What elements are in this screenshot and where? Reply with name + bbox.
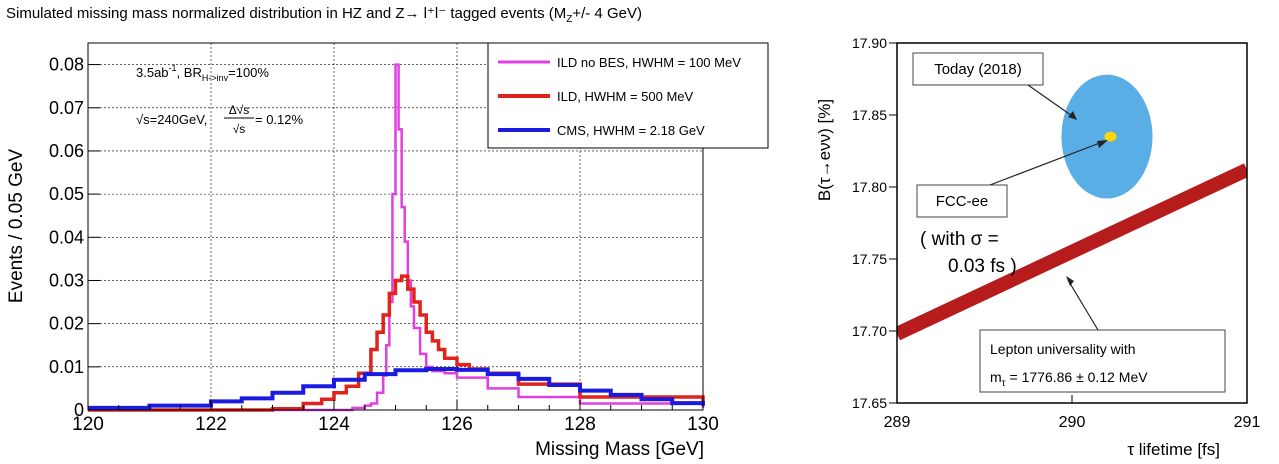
ticks: 120 122 124 126 128 130 0 0.01 0.02 0.03 0.04 0.05 0… (49, 55, 719, 435)
y-tick-label: 17.70 (852, 323, 887, 339)
svg-text:Δ√s: Δ√s (229, 103, 250, 117)
series-group (88, 63, 705, 412)
x-axis-label: Missing Mass [GeV] (535, 439, 704, 460)
label-today: Today (2018) (912, 52, 1077, 120)
y-tick-label: 17.75 (852, 251, 887, 267)
series-line-1 (88, 274, 705, 412)
svg-text:mτ = 1776.86 ± 0.12 MeV: mτ = 1776.86 ± 0.12 MeV (990, 369, 1148, 389)
label-lepton-universality: Lepton universality with mτ = 1776.86 ± … (979, 276, 1226, 393)
y-tick-label: 17.90 (852, 35, 887, 51)
missing-mass-histogram: 120 122 124 126 128 130 0 0.01 0.02 0.03 0.04 0.05 0… (6, 42, 769, 460)
y-axis-label: B(τ→eνν) [%] (815, 99, 834, 201)
y-tick-label: 0.07 (49, 98, 84, 118)
y-tick-label: 0.05 (49, 184, 84, 204)
x-tick-label: 290 (1059, 414, 1086, 431)
figure-title: Simulated missing mass normalized distri… (6, 5, 642, 25)
fcc-note-line1: ( with σ = (920, 229, 999, 250)
plot-content (897, 74, 1247, 341)
series-line-0 (88, 63, 705, 412)
annotation-resolution: √s=240GeV, Δ√s √s = 0.12% (136, 103, 304, 136)
x-axis-label: τ lifetime [fs] (1127, 440, 1220, 459)
y-tick-label: 0 (74, 400, 84, 420)
x-tick-label: 289 (884, 414, 911, 431)
svg-text:Lepton universality with: Lepton universality with (990, 341, 1136, 357)
y-tick-label: 17.85 (852, 107, 887, 123)
svg-text:3.5ab-1, BRH->inv=100%: 3.5ab-1, BRH->inv=100% (136, 63, 269, 83)
y-axis-label: Events / 0.05 GeV (6, 149, 27, 304)
legend-label-ild-no-bes: ILD no BES, HWHM = 100 MeV (557, 55, 741, 70)
lepton-universality-band (897, 163, 1247, 341)
x-tick-label: 291 (1234, 414, 1261, 431)
y-tick-label: 0.03 (49, 270, 84, 290)
y-tick-label: 17.80 (852, 179, 887, 195)
fcc-ee-point (1104, 131, 1117, 142)
y-tick-label: 0.04 (49, 227, 84, 247)
y-tick-label: 0.06 (49, 141, 84, 161)
y-tick-label: 0.01 (49, 357, 84, 377)
svg-text:= 0.12%: = 0.12% (255, 112, 304, 127)
svg-text:Today (2018): Today (2018) (934, 61, 1022, 78)
svg-text:√s: √s (233, 122, 246, 136)
legend-label-ild: ILD, HWHM = 500 MeV (557, 89, 694, 104)
x-tick-label: 128 (564, 414, 596, 435)
y-tick-label: 0.08 (49, 55, 84, 75)
x-tick-label: 130 (687, 414, 719, 435)
fcc-note-line2: 0.03 fs ) (948, 256, 1017, 277)
y-tick-label: 0.02 (49, 314, 84, 334)
x-tick-label: 126 (441, 414, 473, 435)
y-tick-label: 17.65 (852, 395, 887, 411)
ticks: 289 290 291 17.65 17.70 17.75 17.80 17.85 17.90 (852, 35, 1260, 431)
x-tick-label: 120 (72, 414, 104, 435)
annotation-lumi: 3.5ab-1, BRH->inv=100% (136, 63, 269, 83)
legend: ILD no BES, HWHM = 100 MeV ILD, HWHM = 5… (487, 42, 769, 149)
svg-text:√s=240GeV,: √s=240GeV, (136, 112, 207, 127)
x-tick-label: 122 (195, 414, 227, 435)
legend-label-cms: CMS, HWHM = 2.18 GeV (557, 123, 705, 138)
x-tick-label: 124 (318, 414, 350, 435)
tau-lifetime-plot: 289 290 29117.6517.7017.7517.8017.8517.90 … (815, 35, 1260, 459)
series-line-2 (88, 366, 705, 410)
label-fcc-ee: FCC-ee ( with σ = 0.03 fs ) (916, 140, 1108, 277)
svg-text:FCC-ee: FCC-ee (936, 193, 989, 210)
